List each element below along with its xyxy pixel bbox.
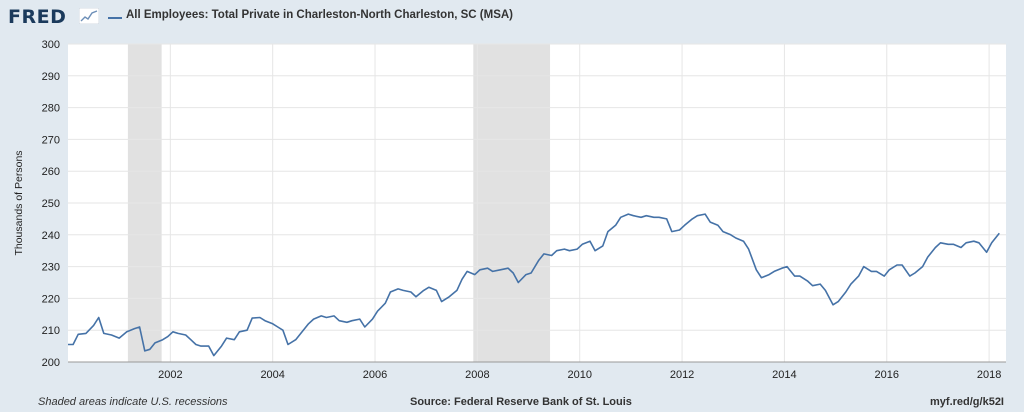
y-tick-label: 260 <box>42 166 60 178</box>
recession-note: Shaded areas indicate U.S. recessions <box>38 396 228 408</box>
x-tick-label: 2010 <box>567 369 591 381</box>
y-tick-label: 230 <box>42 262 60 274</box>
x-tick-label: 2018 <box>977 369 1001 381</box>
y-tick-label: 300 <box>42 39 60 51</box>
series-line <box>68 213 1000 357</box>
x-tick-label: 2002 <box>158 369 182 381</box>
y-tick-label: 240 <box>42 230 60 242</box>
y-tick-label: 210 <box>42 325 60 337</box>
x-tick-label: 2008 <box>465 369 489 381</box>
x-tick-label: 2014 <box>772 369 796 381</box>
y-tick-label: 270 <box>42 134 60 146</box>
chart-title: All Employees: Total Private in Charlest… <box>126 9 514 21</box>
fred-logo: FRED <box>8 6 67 28</box>
y-tick-label: 250 <box>42 198 60 210</box>
logo-graph-icon <box>79 8 99 24</box>
x-tick-label: 2012 <box>670 369 694 381</box>
y-tick-label: 220 <box>42 293 60 305</box>
short-link[interactable]: myf.red/g/k52I <box>930 396 1004 408</box>
y-tick-label: 200 <box>42 357 60 369</box>
legend-swatch <box>108 17 122 19</box>
y-tick-label: 280 <box>42 103 60 115</box>
y-tick-label: 290 <box>42 71 60 83</box>
x-tick-label: 2006 <box>363 369 387 381</box>
y-axis-label: Thousands of Persons <box>13 150 25 255</box>
x-tick-label: 2016 <box>875 369 899 381</box>
x-tick-label: 2004 <box>260 369 284 381</box>
source-credit: Source: Federal Reserve Bank of St. Loui… <box>410 396 632 408</box>
